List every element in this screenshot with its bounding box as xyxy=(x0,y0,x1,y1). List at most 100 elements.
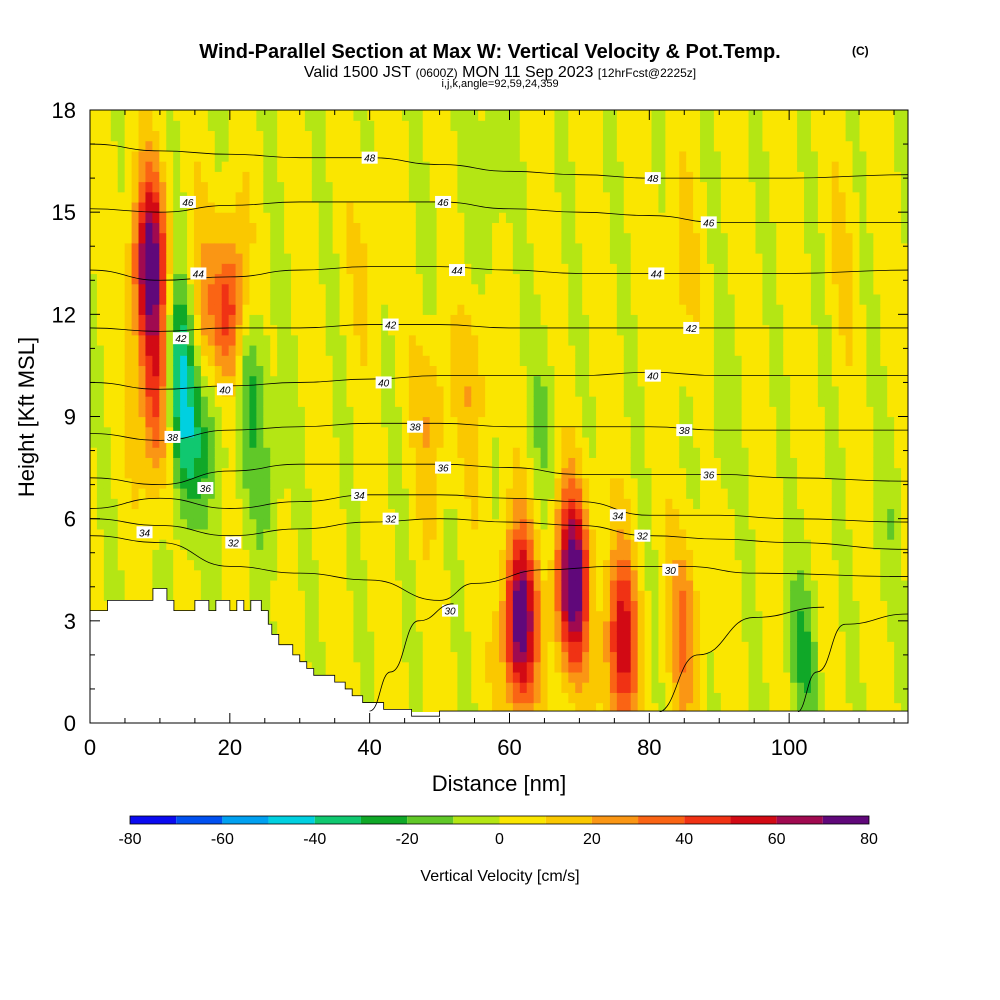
velocity-cell xyxy=(339,651,348,663)
velocity-cell xyxy=(152,201,160,213)
velocity-cell xyxy=(623,518,632,530)
velocity-cell xyxy=(263,447,271,458)
velocity-cell xyxy=(138,130,147,142)
velocity-cell xyxy=(485,539,493,550)
velocity-cell xyxy=(471,447,479,458)
velocity-cell xyxy=(96,253,105,264)
velocity-cell xyxy=(381,549,389,561)
velocity-cell xyxy=(533,253,542,264)
velocity-cell xyxy=(665,661,673,673)
velocity-cell xyxy=(388,610,396,622)
velocity-cell xyxy=(464,222,472,234)
velocity-cell xyxy=(367,232,375,244)
velocity-cell xyxy=(297,304,306,315)
velocity-cell xyxy=(263,508,271,520)
velocity-cell xyxy=(124,569,133,581)
velocity-cell xyxy=(526,253,535,264)
velocity-cell xyxy=(200,508,209,520)
velocity-cell xyxy=(415,508,424,520)
velocity-cell xyxy=(374,232,382,244)
velocity-cell xyxy=(207,416,216,428)
velocity-cell xyxy=(637,273,646,285)
velocity-cell xyxy=(117,161,126,172)
velocity-cell xyxy=(103,324,112,336)
velocity-cell xyxy=(242,559,251,571)
velocity-cell xyxy=(145,477,153,489)
velocity-cell xyxy=(159,569,167,581)
velocity-cell xyxy=(193,130,202,142)
velocity-cell xyxy=(221,457,230,469)
velocity-cell xyxy=(637,661,646,673)
velocity-cell xyxy=(596,324,604,336)
velocity-cell xyxy=(291,283,299,295)
velocity-cell xyxy=(242,416,251,428)
velocity-cell xyxy=(443,304,452,315)
velocity-cell xyxy=(200,314,209,326)
velocity-cell xyxy=(159,559,167,571)
velocity-cell xyxy=(381,273,389,285)
velocity-cell xyxy=(256,447,264,458)
velocity-cell xyxy=(90,385,98,397)
velocity-cell xyxy=(540,242,549,254)
velocity-cell xyxy=(187,375,195,387)
velocity-cell xyxy=(256,549,264,561)
velocity-cell xyxy=(263,191,271,203)
velocity-cell xyxy=(297,488,306,499)
velocity-cell xyxy=(651,426,660,438)
velocity-cell xyxy=(256,181,264,193)
velocity-cell xyxy=(450,549,459,561)
velocity-cell xyxy=(166,385,174,397)
velocity-cell xyxy=(228,324,237,336)
velocity-cell xyxy=(526,110,535,121)
velocity-cell xyxy=(173,579,181,591)
velocity-cell xyxy=(630,150,639,162)
velocity-cell xyxy=(561,590,569,601)
velocity-cell xyxy=(193,304,202,315)
velocity-cell xyxy=(589,447,597,458)
velocity-cell xyxy=(616,365,625,377)
velocity-cell xyxy=(138,569,147,581)
velocity-cell xyxy=(242,171,251,183)
velocity-cell xyxy=(485,661,493,673)
velocity-cell xyxy=(214,181,223,193)
velocity-cell xyxy=(145,416,153,428)
velocity-cell xyxy=(193,222,202,234)
velocity-cell xyxy=(173,191,181,203)
velocity-cell xyxy=(575,641,583,653)
velocity-cell xyxy=(554,600,562,612)
velocity-cell xyxy=(325,569,334,581)
velocity-cell xyxy=(318,171,327,183)
velocity-cell xyxy=(582,130,590,142)
velocity-cell xyxy=(478,426,486,438)
velocity-cell xyxy=(263,242,271,254)
velocity-cell xyxy=(395,406,403,418)
velocity-cell xyxy=(575,355,583,367)
velocity-cell xyxy=(651,631,660,642)
velocity-cell xyxy=(450,467,459,479)
velocity-cell xyxy=(339,344,348,356)
velocity-cell xyxy=(540,355,549,367)
velocity-cell xyxy=(568,447,576,458)
velocity-cell xyxy=(214,528,223,540)
velocity-cell xyxy=(637,488,646,499)
velocity-cell xyxy=(457,150,465,162)
velocity-cell xyxy=(575,222,583,234)
velocity-cell xyxy=(291,477,299,489)
velocity-cell xyxy=(318,457,327,469)
velocity-cell xyxy=(159,181,167,193)
velocity-cell xyxy=(353,263,361,275)
velocity-cell xyxy=(561,344,569,356)
velocity-cell xyxy=(263,324,271,336)
velocity-cell xyxy=(96,518,105,530)
velocity-cell xyxy=(582,600,590,612)
velocity-cell xyxy=(395,355,403,367)
velocity-cell xyxy=(602,120,611,132)
velocity-cell xyxy=(360,273,368,285)
velocity-cell xyxy=(395,467,403,479)
velocity-cell xyxy=(110,334,119,346)
velocity-cell xyxy=(325,447,334,458)
velocity-cell xyxy=(644,579,653,591)
velocity-cell xyxy=(519,692,528,704)
velocity-cell xyxy=(457,631,465,642)
velocity-cell xyxy=(291,232,299,244)
